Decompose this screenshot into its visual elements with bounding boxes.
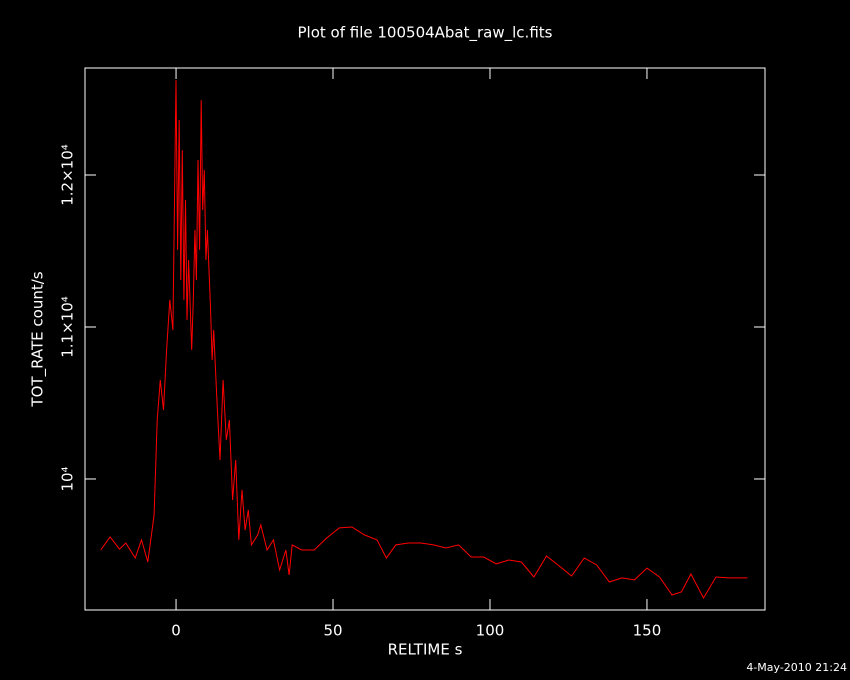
- y-tick-label: 10⁴: [59, 466, 77, 491]
- timestamp: 4-May-2010 21:24: [746, 661, 847, 674]
- y-axis-label: TOT_RATE count/s: [29, 271, 48, 407]
- light-curve: [100, 79, 748, 600]
- plot-frame: [84, 67, 766, 611]
- x-tick-label: 150: [633, 622, 662, 640]
- y-tick-label: 1.2×10⁴: [59, 144, 77, 206]
- y-tick-label: 1.1×10⁴: [59, 296, 77, 358]
- x-tick-label: 50: [323, 622, 342, 640]
- x-tick-label: 100: [476, 622, 505, 640]
- x-tick-label: 0: [171, 622, 181, 640]
- chart-title: Plot of file 100504Abat_raw_lc.fits: [298, 24, 553, 43]
- x-axis-label: RELTIME s: [388, 641, 463, 659]
